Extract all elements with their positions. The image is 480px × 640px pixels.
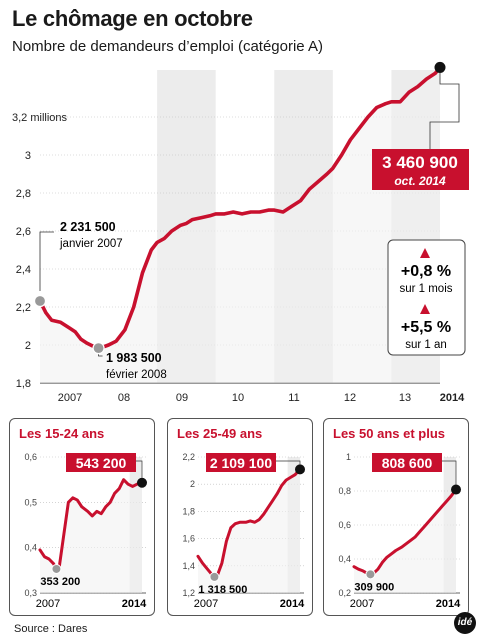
y-tick-label: 0,4 xyxy=(338,554,351,564)
x-tick-label: 2014 xyxy=(436,598,461,610)
y-tick-label: 1 xyxy=(346,452,351,462)
change-value: +5,5 % xyxy=(401,319,451,336)
x-tick-label: 11 xyxy=(288,392,299,404)
y-tick-label: 2,8 xyxy=(16,188,31,200)
area-fill xyxy=(40,479,142,593)
chart-50-plus-plot: 0,2 0,4 0,6 0,8 1 2007 2014 309 900 808 600 xyxy=(338,452,461,610)
min-value-label: 1 983 500 xyxy=(106,351,162,365)
chart-15-24-plot: 0,3 0,4 0,5 0,6 2007 2014 353 200 543 200 xyxy=(24,452,147,610)
main-chart: 1,8 2 2,2 2,4 2,6 2,8 3 3,2 millions 2007 08 09 10 1… xyxy=(12,61,469,404)
x-tick-label: 2014 xyxy=(280,598,305,610)
min-date-label: février 2008 xyxy=(106,369,167,381)
chart-15-24-title: Les 15-24 ans xyxy=(19,426,105,441)
x-tick-label: 2007 xyxy=(194,598,218,610)
change-label: sur 1 mois xyxy=(399,283,452,295)
start-point xyxy=(33,294,47,308)
y-tick-label: 0,6 xyxy=(338,520,351,530)
y-tick-label: 0,5 xyxy=(24,497,37,507)
y-tick-label: 2 xyxy=(25,340,31,352)
chart-25-49-title: Les 25-49 ans xyxy=(177,426,263,441)
min-point xyxy=(365,569,376,580)
y-tick-label: 0,6 xyxy=(24,452,37,462)
y-tick-label: 2,2 xyxy=(182,452,195,462)
end-point xyxy=(451,484,461,495)
y-tick-label: 1,2 xyxy=(182,588,195,598)
end-value-label: 808 600 xyxy=(382,455,433,471)
x-tick-label: 2014 xyxy=(440,392,465,404)
y-tick-label: 0,4 xyxy=(24,543,37,553)
x-tick-label: 09 xyxy=(176,392,188,404)
leader-min xyxy=(98,354,103,357)
chart-25-49-plot: 1,2 1,4 1,6 1,8 2 2,2 2007 2014 1 318 500 2 109 1… xyxy=(182,452,305,610)
chart-title: Le chômage en octobre xyxy=(12,6,253,31)
min-point xyxy=(209,571,220,582)
chart-25-49: Les 25-49 ans 1,2 1,4 1,6 1,8 2 2,2 2007 2014 1 … xyxy=(167,418,313,616)
y-tick-label: 3,2 millions xyxy=(12,112,68,124)
y-tick-label: 2,4 xyxy=(16,264,31,276)
end-value-box xyxy=(372,453,442,472)
source-note: Source : Dares xyxy=(14,623,88,635)
min-point xyxy=(51,563,62,574)
chart-50-plus-title: Les 50 ans et plus xyxy=(333,426,445,441)
x-tick-label: 08 xyxy=(118,392,130,404)
y-tick-label: 0,8 xyxy=(338,486,351,496)
end-point xyxy=(137,477,147,488)
leader-end xyxy=(429,72,460,150)
publisher-logo: idé xyxy=(454,612,476,634)
end-point xyxy=(434,61,446,73)
x-tick-label: 10 xyxy=(232,392,244,404)
y-tick-label: 1,8 xyxy=(16,378,31,390)
end-value-label: 543 200 xyxy=(76,455,127,471)
y-tick-label: 1,8 xyxy=(182,506,195,516)
change-value: +0,8 % xyxy=(401,263,451,280)
end-value-box xyxy=(372,149,469,190)
chart-subtitle: Nombre de demandeurs d’emploi (catégorie… xyxy=(12,38,323,55)
min-point xyxy=(92,342,105,355)
change-label: sur 1 an xyxy=(405,339,447,351)
up-arrow-icon xyxy=(420,248,430,258)
x-tick-label: 12 xyxy=(344,392,356,404)
leader-start xyxy=(39,231,54,292)
x-tick-label: 2014 xyxy=(122,598,147,610)
y-tick-label: 1,4 xyxy=(182,561,195,571)
chart-50-plus: Les 50 ans et plus 0,2 0,4 0,6 0,8 1 2007 2014… xyxy=(323,418,469,616)
chart-15-24: Les 15-24 ans 0,3 0,4 0,5 0,6 2007 2014 353 20… xyxy=(9,418,155,616)
leader-end xyxy=(440,460,457,485)
up-arrow-icon xyxy=(420,304,430,314)
y-tick-label: 0,2 xyxy=(338,588,351,598)
y-tick-label: 2,2 xyxy=(16,302,31,314)
y-tick-label: 3 xyxy=(25,150,31,162)
area-fill xyxy=(40,67,440,383)
x-tick-label: 13 xyxy=(399,392,411,404)
end-value-box xyxy=(66,453,136,472)
end-value-box xyxy=(206,453,276,472)
y-tick-label: 2,6 xyxy=(16,226,31,238)
min-value-label: 353 200 xyxy=(40,576,80,588)
x-tick-label: 2007 xyxy=(58,392,82,404)
change-box xyxy=(387,239,466,356)
min-value-label: 1 318 500 xyxy=(198,584,247,596)
y-tick-label: 2 xyxy=(190,479,195,489)
x-tick-label: 2007 xyxy=(350,598,374,610)
end-date-label: oct. 2014 xyxy=(394,174,446,188)
y-tick-label: 0,3 xyxy=(24,588,37,598)
min-value-label: 309 900 xyxy=(354,581,394,593)
start-date-label: janvier 2007 xyxy=(59,238,123,250)
leader-end xyxy=(134,460,143,478)
end-value-label: 2 109 100 xyxy=(210,455,272,471)
y-tick-label: 1,6 xyxy=(182,534,195,544)
x-tick-label: 2007 xyxy=(36,598,60,610)
start-value-label: 2 231 500 xyxy=(60,220,116,234)
end-value-label: 3 460 900 xyxy=(382,153,458,172)
end-point xyxy=(295,464,305,475)
leader-end xyxy=(274,460,301,465)
